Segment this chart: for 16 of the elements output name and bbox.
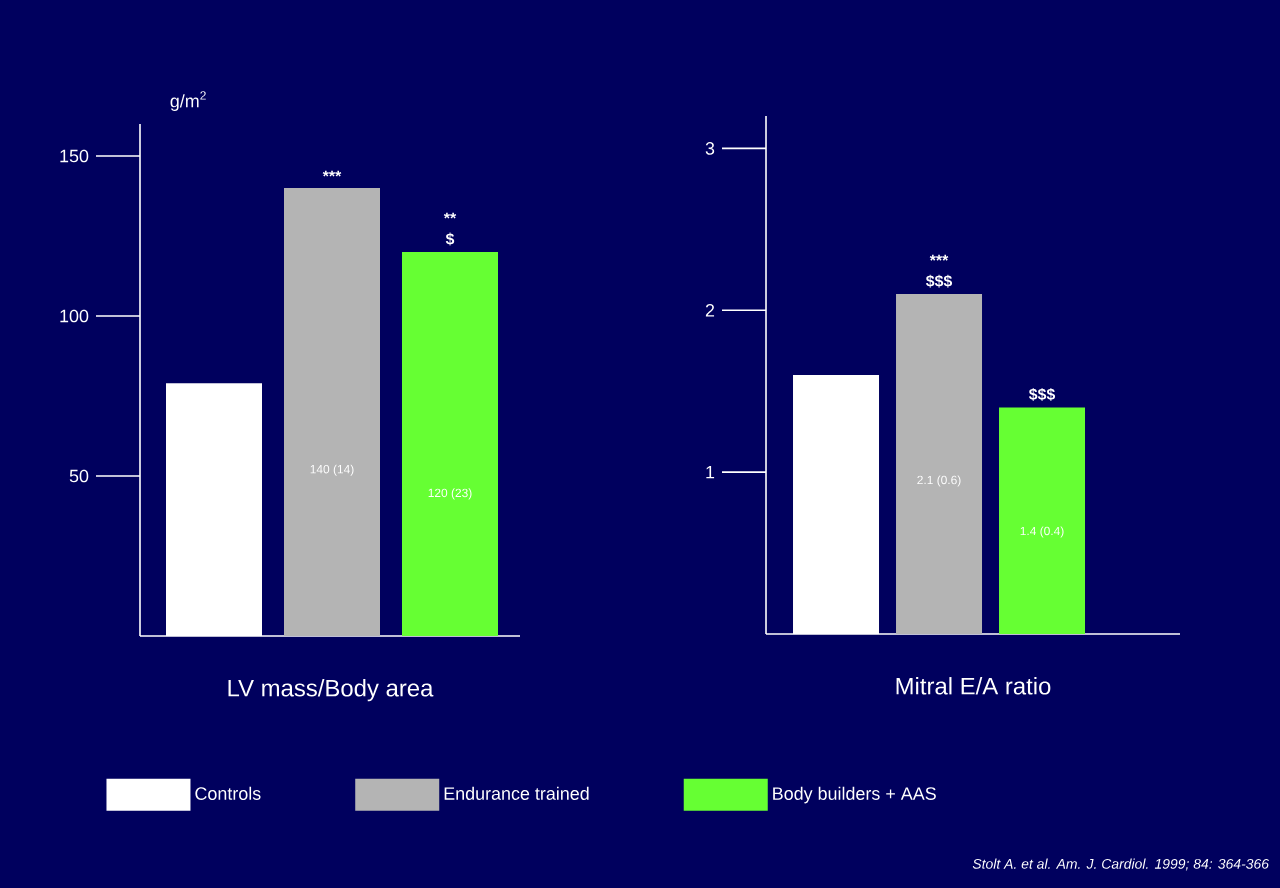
y-tick-label: 50 <box>69 469 89 483</box>
y-axis-title: g/m$^{2}$ <box>170 91 206 111</box>
bar <box>402 252 498 636</box>
y-tick-label: 2 <box>705 303 715 317</box>
y-tick-label: 1 <box>706 465 715 479</box>
x-axis-title: LV mass/Body area <box>228 679 434 702</box>
legend-label: Body builders + AAS <box>773 786 936 804</box>
legend-label: Controls <box>195 786 261 800</box>
bar <box>896 294 983 634</box>
bar <box>284 188 380 636</box>
legend-label: Endurance trained <box>444 786 589 800</box>
y-tick-label: 3 <box>705 142 715 155</box>
x-axis-title: Mitral E/A ratio <box>896 677 1051 695</box>
y-tick-label: 100 <box>60 309 89 323</box>
y-tick-label: 150 <box>60 149 89 163</box>
bar <box>999 407 1086 634</box>
